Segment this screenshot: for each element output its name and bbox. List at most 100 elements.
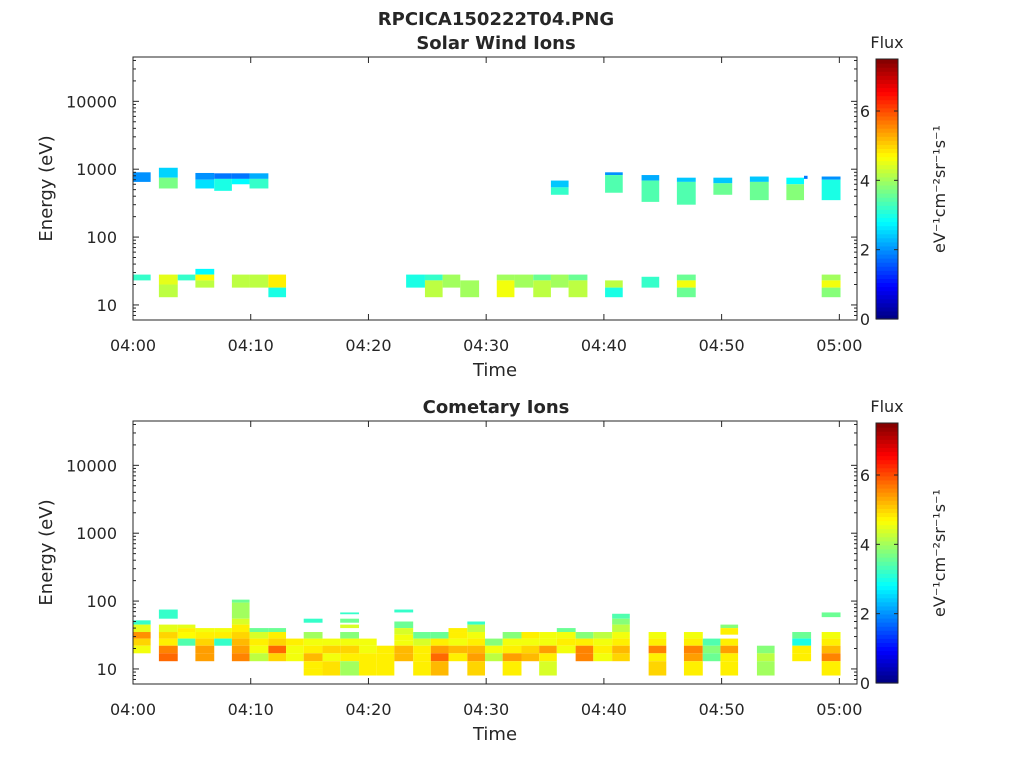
heatmap-cell bbox=[195, 280, 215, 288]
colorbar-step bbox=[876, 119, 898, 125]
heatmap-cell bbox=[340, 638, 360, 646]
colorbar-step bbox=[876, 302, 898, 308]
heatmap-cell bbox=[612, 638, 630, 646]
heatmap-cell bbox=[359, 638, 377, 646]
colorbar-step bbox=[876, 144, 898, 149]
plot-frame bbox=[132, 56, 858, 321]
colorbar-step bbox=[876, 91, 898, 97]
heatmap-cell bbox=[756, 653, 775, 662]
heatmap-cell bbox=[612, 653, 630, 662]
heatmap-cell bbox=[195, 172, 215, 180]
heatmap-cell bbox=[821, 280, 841, 288]
heatmap-cell bbox=[413, 638, 431, 646]
heatmap-cell bbox=[533, 280, 551, 298]
heatmap-cell bbox=[249, 173, 269, 179]
heatmap-cell bbox=[231, 653, 250, 662]
heatmap-cell bbox=[502, 661, 522, 676]
colorbar-step bbox=[876, 156, 898, 162]
heatmap-cell bbox=[231, 638, 250, 646]
y-tick-label: 1000 bbox=[76, 524, 117, 543]
colorbar-unit-label: eV⁻¹cm⁻²sr⁻¹s⁻¹ bbox=[930, 125, 949, 253]
colorbar-step bbox=[876, 314, 898, 320]
heatmap-cell bbox=[158, 284, 178, 298]
y-axis-label: Energy (eV) bbox=[36, 135, 57, 241]
colorbar-step bbox=[876, 622, 898, 627]
x-tick-label: 04:40 bbox=[581, 336, 627, 355]
colorbar-step bbox=[876, 670, 898, 676]
heatmap-cell bbox=[568, 274, 588, 281]
heatmap-cell bbox=[749, 176, 769, 182]
heatmap-cells bbox=[133, 599, 841, 676]
heatmap-cell bbox=[605, 287, 623, 298]
colorbar-step bbox=[876, 475, 898, 481]
colorbar-step bbox=[876, 87, 898, 93]
heatmap-cell bbox=[496, 280, 515, 298]
heatmap-cell bbox=[502, 653, 522, 662]
heatmap-cell bbox=[340, 618, 360, 623]
heatmap-cell bbox=[821, 638, 841, 646]
heatmap-cell bbox=[612, 618, 630, 625]
colorbar-step bbox=[876, 520, 898, 526]
colorbar-step bbox=[876, 548, 898, 554]
heatmap-cell bbox=[286, 645, 304, 654]
colorbar-step bbox=[876, 107, 898, 113]
colorbar-step bbox=[876, 577, 898, 583]
heatmap-cell bbox=[575, 653, 594, 662]
colorbar-step bbox=[876, 282, 898, 288]
heatmap-cell bbox=[556, 628, 576, 633]
colorbar-step bbox=[876, 516, 898, 522]
heatmap-cell bbox=[821, 645, 841, 654]
heatmap-cell bbox=[322, 638, 341, 646]
heatmap-cell bbox=[539, 638, 557, 646]
colorbar-step bbox=[876, 306, 898, 312]
colorbar-step bbox=[876, 597, 898, 603]
colorbar-step bbox=[876, 467, 898, 473]
colorbar-step bbox=[876, 298, 898, 304]
heatmap-cell bbox=[286, 653, 304, 662]
heatmap-cell bbox=[676, 280, 696, 288]
heatmap-cell bbox=[683, 645, 703, 654]
colorbar-step bbox=[876, 241, 898, 247]
heatmap-cell bbox=[593, 653, 613, 662]
colorbar-step bbox=[876, 638, 898, 643]
heatmap-cell bbox=[720, 638, 739, 646]
heatmap-cell bbox=[448, 632, 468, 639]
heatmap-cell bbox=[430, 632, 449, 639]
heatmap-cell bbox=[340, 624, 360, 629]
colorbar-step bbox=[876, 483, 898, 489]
colorbar-step bbox=[876, 79, 898, 84]
heatmap-cell bbox=[413, 653, 431, 662]
heatmap-cell bbox=[484, 645, 503, 654]
heatmap-cell bbox=[521, 653, 540, 662]
x-tick-label: 05:00 bbox=[816, 700, 862, 719]
heatmap-cell bbox=[556, 632, 576, 639]
colorbar-tick-label: 6 bbox=[860, 102, 870, 121]
x-axis-label: Time bbox=[472, 724, 517, 745]
heatmap-cell bbox=[133, 274, 151, 281]
heatmap-cell bbox=[676, 274, 696, 281]
heatmap-cell bbox=[322, 645, 341, 654]
x-tick-label: 04:00 bbox=[110, 700, 156, 719]
colorbar-step bbox=[876, 557, 898, 562]
heatmap-cell bbox=[575, 645, 594, 654]
heatmap-cell bbox=[195, 274, 215, 281]
heatmap-cell bbox=[394, 628, 414, 635]
colorbar-step bbox=[876, 427, 898, 432]
colorbar-step bbox=[876, 180, 898, 186]
heatmap-cell bbox=[424, 274, 443, 281]
heatmap-cell bbox=[467, 621, 485, 625]
colorbar-step bbox=[876, 63, 898, 68]
x-tick-label: 04:10 bbox=[228, 336, 274, 355]
heatmap-cell bbox=[786, 177, 805, 185]
heatmap-cell bbox=[231, 624, 250, 633]
colorbar-step bbox=[876, 512, 898, 518]
heatmap-cell bbox=[249, 178, 269, 189]
heatmap-cell bbox=[268, 287, 287, 298]
heatmap-cell bbox=[821, 287, 841, 298]
heatmap-cell bbox=[231, 618, 250, 625]
heatmap-cell bbox=[249, 638, 269, 646]
heatmap-cell bbox=[268, 638, 287, 646]
colorbar-step bbox=[876, 573, 898, 578]
heatmap-cell bbox=[605, 175, 623, 193]
heatmap-cell bbox=[467, 638, 485, 646]
